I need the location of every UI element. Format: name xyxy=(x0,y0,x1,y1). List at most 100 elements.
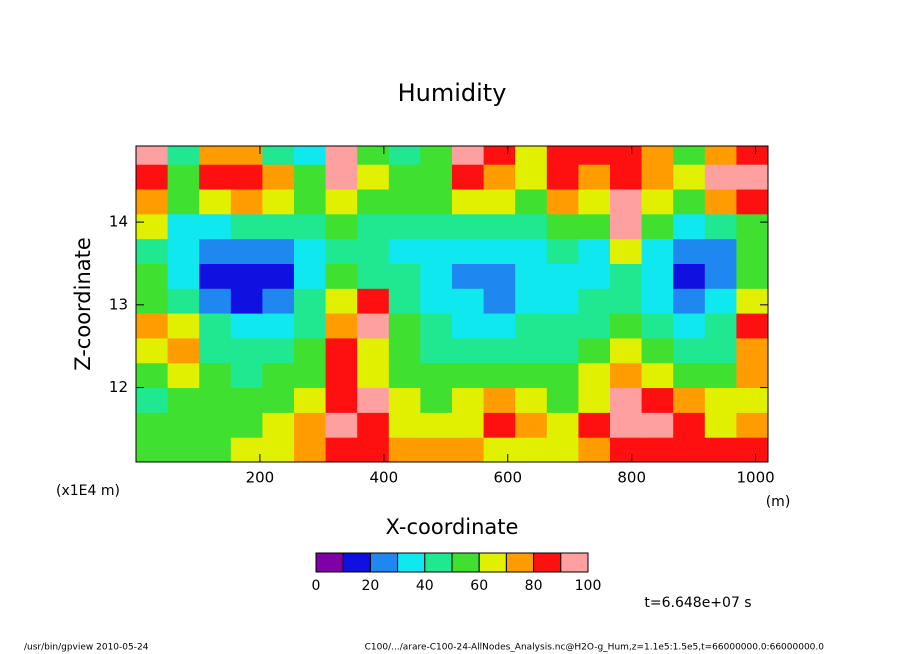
contour-cell xyxy=(452,238,485,264)
contour-cell xyxy=(673,387,706,413)
plot-frame xyxy=(135,145,769,463)
contour-cell xyxy=(736,337,769,364)
colorbar-box xyxy=(505,552,535,573)
contour-cell xyxy=(578,213,611,240)
contour-cell xyxy=(167,164,200,190)
contour-cell xyxy=(610,437,643,463)
colorbar-tick-label: 0 xyxy=(312,578,321,594)
contour-cell xyxy=(420,337,453,364)
contour-cell xyxy=(294,313,327,339)
contour-cell xyxy=(736,263,769,289)
contour-cell xyxy=(641,263,674,289)
contour-cell xyxy=(641,387,674,413)
contour-cell xyxy=(357,362,390,389)
contour-cell xyxy=(294,437,327,463)
contour-cell xyxy=(357,288,390,314)
contour-cell xyxy=(673,213,706,240)
contour-cell xyxy=(704,238,737,264)
contour-cell xyxy=(325,337,358,364)
contour-cell xyxy=(515,213,548,240)
contour-cell xyxy=(325,164,358,190)
contour-cell xyxy=(136,362,169,389)
contour-cell xyxy=(546,238,579,264)
contour-cell xyxy=(136,146,169,165)
contour-cell xyxy=(483,146,516,165)
contour-cell xyxy=(610,238,643,264)
contour-cell xyxy=(452,213,485,240)
contour-cell xyxy=(199,313,232,339)
contour-cell xyxy=(420,412,453,438)
contour-cell xyxy=(199,412,232,438)
contour-cell xyxy=(357,313,390,339)
contour-cell xyxy=(199,189,232,215)
contour-cell xyxy=(673,337,706,364)
contour-cell xyxy=(546,189,579,215)
contour-cell xyxy=(673,288,706,314)
contour-cell xyxy=(136,412,169,438)
contour-cell xyxy=(325,213,358,240)
contour-cell xyxy=(167,412,200,438)
contour-cell xyxy=(515,288,548,314)
contour-cell xyxy=(578,288,611,314)
contour-cell xyxy=(578,313,611,339)
y-axis-label: Z-coordinate xyxy=(71,237,95,371)
contour-cell xyxy=(294,164,327,190)
contour-cell xyxy=(388,337,421,364)
contour-cell xyxy=(483,387,516,413)
contour-cell xyxy=(483,412,516,438)
contour-cell xyxy=(483,164,516,190)
contour-cell xyxy=(704,288,737,314)
contour-cell xyxy=(515,238,548,264)
contour-cell xyxy=(230,313,263,339)
contour-cell xyxy=(736,362,769,389)
x-tick-label: 800 xyxy=(617,469,646,487)
contour-cell xyxy=(641,337,674,364)
contour-cell xyxy=(515,337,548,364)
contour-cell xyxy=(578,362,611,389)
contour-cell xyxy=(230,362,263,389)
contour-cell xyxy=(388,238,421,264)
y-tick-label: 12 xyxy=(109,378,128,396)
contour-cell xyxy=(673,313,706,339)
time-label: t=6.648e+07 s xyxy=(644,595,751,611)
contour-cell xyxy=(546,387,579,413)
contour-cell xyxy=(167,362,200,389)
contour-cell xyxy=(483,313,516,339)
contour-cell xyxy=(483,437,516,463)
contour-cell xyxy=(167,288,200,314)
contour-cell xyxy=(641,238,674,264)
contour-cell xyxy=(736,288,769,314)
contour-cell xyxy=(704,146,737,165)
y-unit: (x1E4 m) xyxy=(56,483,120,499)
contour-cell xyxy=(388,387,421,413)
colorbar-box xyxy=(315,552,344,573)
contour-cell xyxy=(546,146,579,165)
contour-field xyxy=(136,146,769,463)
contour-cell xyxy=(483,189,516,215)
contour-cell xyxy=(388,164,421,190)
contour-cell xyxy=(736,387,769,413)
contour-cell xyxy=(673,263,706,289)
contour-cell xyxy=(420,164,453,190)
contour-cell xyxy=(167,387,200,413)
contour-cell xyxy=(578,412,611,438)
contour-cell xyxy=(420,213,453,240)
contour-cell xyxy=(704,387,737,413)
contour-cell xyxy=(736,164,769,190)
contour-cell xyxy=(515,412,548,438)
contour-cell xyxy=(452,387,485,413)
contour-cell xyxy=(325,288,358,314)
contour-cell xyxy=(325,313,358,339)
contour-cell xyxy=(515,387,548,413)
contour-cell xyxy=(546,362,579,389)
contour-cell xyxy=(736,313,769,339)
contour-cell xyxy=(357,238,390,264)
contour-cell xyxy=(357,213,390,240)
contour-cell xyxy=(704,337,737,364)
contour-cell xyxy=(230,213,263,240)
contour-cell xyxy=(388,189,421,215)
contour-cell xyxy=(294,387,327,413)
contour-cell xyxy=(388,263,421,289)
contour-cell xyxy=(610,263,643,289)
